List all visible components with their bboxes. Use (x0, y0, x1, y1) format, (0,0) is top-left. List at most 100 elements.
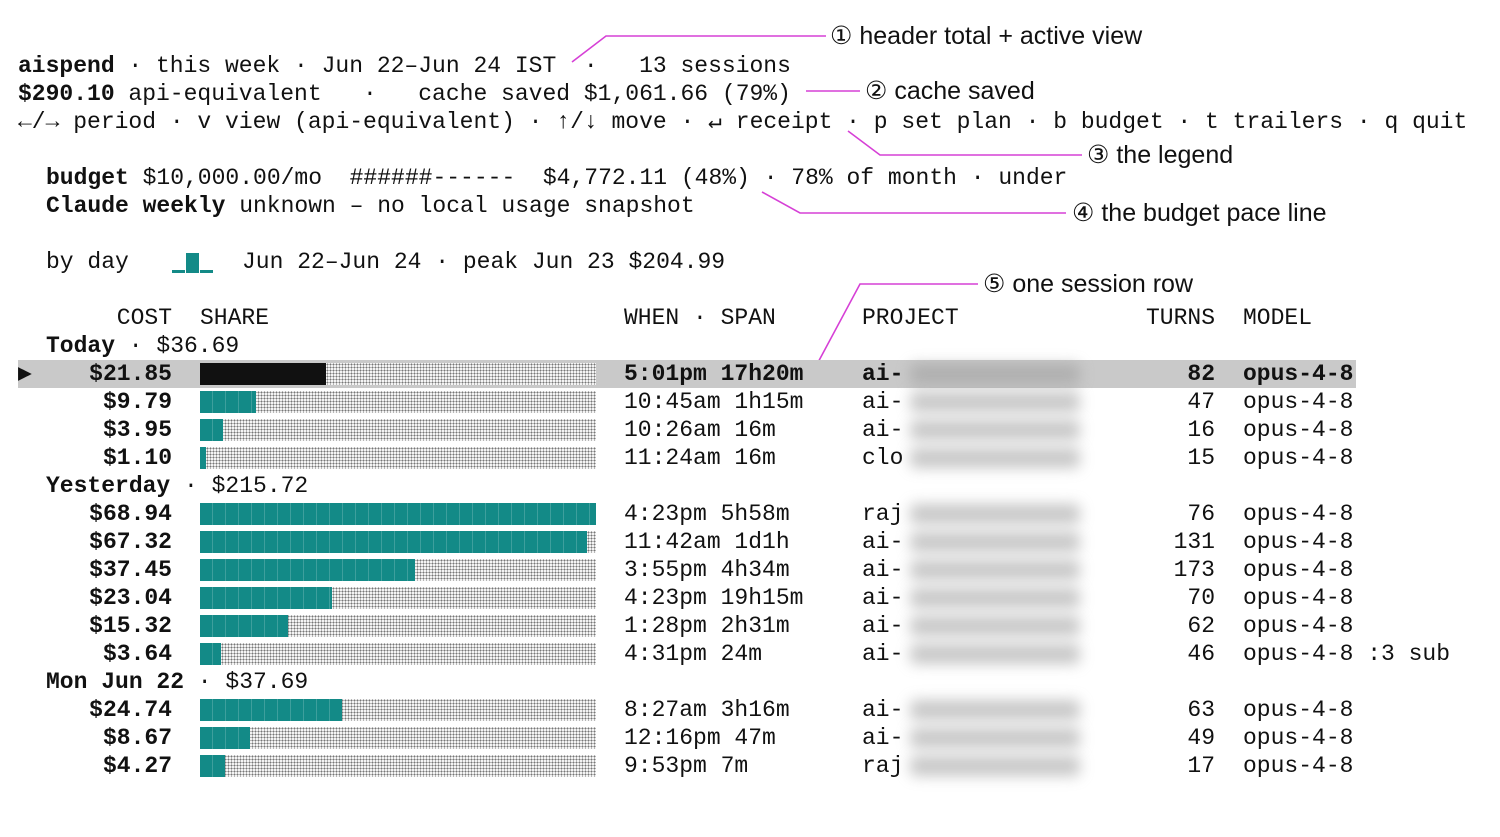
annotation-leader (814, 283, 978, 369)
session-turns: 16 (1187, 417, 1215, 443)
session-project: ai- (862, 725, 904, 751)
session-turns: 76 (1187, 501, 1215, 527)
redacted-project (910, 616, 1080, 636)
session-cost: $23.04 (89, 585, 172, 611)
group-label: Mon Jun 22 (46, 669, 185, 695)
session-when: 4:23pm 5h58m (624, 501, 790, 527)
session-cost: $21.85 (89, 361, 172, 387)
redacted-project (910, 756, 1080, 776)
session-cost: $4.27 (102, 753, 172, 779)
session-cost: $67.32 (89, 529, 172, 555)
annotation: ⑤ one session row (983, 270, 1194, 298)
share-track (200, 419, 596, 441)
redacted-project (910, 448, 1080, 468)
share-bar (200, 755, 225, 777)
session-when: 10:45am 1h15m (624, 389, 804, 415)
session-model: opus-4-8 (1243, 361, 1354, 387)
session-model: opus-4-8 (1243, 389, 1354, 415)
by-day-label: by day (46, 249, 129, 275)
redacted-project (910, 560, 1080, 580)
app-name: aispend (18, 53, 115, 79)
redacted-project (910, 532, 1080, 552)
session-project: ai- (862, 613, 904, 639)
annotation: ④ the budget pace line (1072, 199, 1327, 227)
redacted-project (910, 728, 1080, 748)
group-total: · $36.69 (128, 333, 240, 359)
group-total: · $37.69 (197, 669, 309, 695)
by-day-text: Jun 22–Jun 24 · peak Jun 23 $204.99 (242, 249, 726, 275)
redacted-project (910, 644, 1080, 664)
weekly-text: unknown – no local usage snapshot (239, 193, 695, 219)
session-model: opus-4-8 (1243, 697, 1354, 723)
share-track (200, 615, 596, 637)
share-track (200, 643, 596, 665)
sparkline-bar (200, 269, 213, 273)
session-turns: 63 (1187, 697, 1215, 723)
session-turns: 70 (1187, 585, 1215, 611)
share-bar (200, 587, 333, 609)
session-model: opus-4-8 (1243, 753, 1354, 779)
share-track (200, 447, 596, 469)
column-header: PROJECT (862, 305, 959, 331)
session-when: 9:53pm 7m (624, 753, 749, 779)
key-legend: ←/→ period · v view (api-equivalent) · ↑… (18, 109, 1468, 135)
redacted-project (910, 700, 1080, 720)
session-model: opus-4-8 (1243, 501, 1354, 527)
session-turns: 46 (1187, 641, 1215, 667)
session-project: ai- (862, 361, 904, 387)
session-turns: 49 (1187, 725, 1215, 751)
share-track (200, 391, 596, 413)
header-total: $290.10 (18, 81, 115, 107)
session-when: 4:31pm 24m (624, 641, 763, 667)
sparkline-bar (172, 269, 185, 273)
session-when: 4:23pm 19h15m (624, 585, 804, 611)
column-header: COST (116, 305, 172, 331)
group-label: Today (46, 333, 116, 359)
group-label: Yesterday (46, 473, 171, 499)
share-bar (200, 615, 288, 637)
redacted-project (910, 504, 1080, 524)
session-turns: 15 (1187, 445, 1215, 471)
session-turns: 62 (1187, 613, 1215, 639)
annotation: ③ the legend (1087, 141, 1234, 169)
share-bar (200, 419, 223, 441)
session-project: raj (862, 753, 904, 779)
annotation-leader (571, 35, 826, 63)
session-when: 1:28pm 2h31m (624, 613, 790, 639)
session-project: ai- (862, 389, 904, 415)
budget-line: $10,000.00/mo ######------ $4,772.11 (48… (142, 165, 1068, 191)
share-bar (200, 363, 326, 385)
session-project: ai- (862, 641, 904, 667)
share-bar (200, 643, 221, 665)
session-project: ai- (862, 697, 904, 723)
share-bar (200, 531, 587, 553)
session-when: 8:27am 3h16m (624, 697, 790, 723)
session-cost: $37.45 (89, 557, 172, 583)
session-cost: $15.32 (89, 613, 172, 639)
redacted-project (910, 392, 1080, 412)
redacted-project (910, 588, 1080, 608)
session-cost: $68.94 (89, 501, 172, 527)
session-when: 11:42am 1d1h (624, 529, 790, 555)
share-track (200, 755, 596, 777)
annotation-leader (761, 191, 1066, 214)
session-cost: $3.64 (102, 641, 172, 667)
redacted-project (910, 364, 1080, 384)
session-cost: $24.74 (89, 697, 172, 723)
session-when: 5:01pm 17h20m (624, 361, 804, 387)
sparkline-bar (186, 253, 199, 273)
weekly-label: Claude weekly (46, 193, 226, 219)
session-turns: 82 (1187, 361, 1215, 387)
session-model: opus-4-8 (1243, 529, 1354, 555)
share-track (200, 727, 596, 749)
session-when: 3:55pm 4h34m (624, 557, 790, 583)
session-when: 12:16pm 47m (624, 725, 776, 751)
annotation: ② cache saved (865, 77, 1035, 105)
share-bar (200, 559, 416, 581)
column-header: SHARE (200, 305, 270, 331)
group-total: · $215.72 (184, 473, 309, 499)
session-turns: 17 (1187, 753, 1215, 779)
share-bar (200, 727, 250, 749)
session-turns: 131 (1173, 529, 1215, 555)
